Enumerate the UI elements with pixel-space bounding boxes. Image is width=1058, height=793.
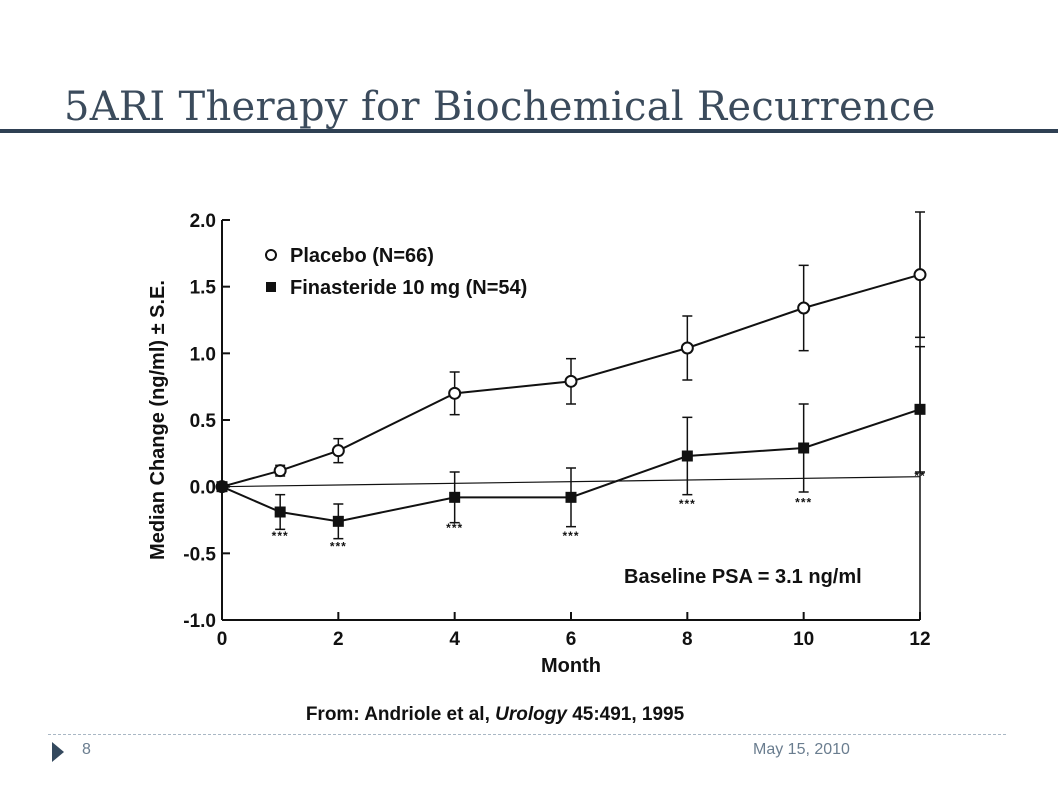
significance-label: *** [272, 529, 289, 543]
series-line-placebo [221, 273, 921, 488]
x-tick-labels: 0 2 4 6 8 10 12 [217, 629, 931, 650]
data-point-placebo [797, 301, 811, 315]
data-point-placebo [913, 268, 927, 282]
data-point-finasteride [798, 442, 810, 454]
y-axis-title-group: Median Change (ng/ml) ± S.E. [147, 280, 169, 560]
significance-label: *** [562, 529, 579, 543]
data-point-finasteride [274, 506, 286, 518]
y-tick-label: 0.5 [190, 411, 217, 432]
significance-label: *** [330, 540, 347, 554]
x-tick-label: 12 [909, 629, 930, 650]
series-line-finasteride [221, 408, 921, 523]
source-suffix: 45:491, 1995 [566, 704, 685, 725]
psa-change-chart: Median Change (ng/ml) ± S.E. 2.0 1.5 1.0 0.… [147, 211, 931, 677]
x-tick-label: 2 [333, 629, 344, 650]
y-tick-label: -1.0 [183, 611, 216, 632]
footer-date: May 15, 2010 [753, 741, 850, 758]
data-point-finasteride [332, 515, 344, 527]
y-tick-label: 1.5 [190, 278, 217, 299]
legend-label-placebo: Placebo (N=66) [290, 245, 434, 267]
baseline-psa-note: Baseline PSA = 3.1 ng/ml [624, 566, 862, 588]
source-journal: Urology [495, 704, 567, 725]
data-point-finasteride [565, 491, 577, 503]
x-tick-label: 10 [793, 629, 814, 650]
x-tick-label: 4 [449, 629, 460, 650]
y-axis-title: Median Change (ng/ml) ± S.E. [147, 280, 169, 560]
page-number: 8 [82, 741, 91, 758]
legend: Placebo (N=66) Finasteride 10 mg (N=54) [265, 245, 527, 299]
data-point-placebo [448, 386, 462, 400]
x-tick-label: 6 [566, 629, 577, 650]
significance-label: *** [679, 497, 696, 511]
y-tick-label: 1.0 [190, 344, 216, 365]
x-axis-title: Month [541, 655, 601, 677]
y-tick-label: 0.0 [190, 478, 216, 499]
data-point-finasteride [216, 481, 228, 493]
title-underline [0, 129, 1058, 133]
legend-label-finasteride: Finasteride 10 mg (N=54) [290, 277, 527, 299]
series-layer [215, 211, 927, 540]
significance-label: ** [914, 469, 925, 483]
slide-title: 5ARI Therapy for Biochemical Recurrence [64, 84, 936, 130]
source-prefix: From: Andriole et al, [305, 704, 496, 725]
data-point-placebo [680, 341, 694, 355]
data-point-finasteride [681, 450, 693, 462]
legend-marker-placebo [265, 249, 277, 261]
legend-marker-finasteride [266, 282, 276, 292]
source-citation: From: Andriole et al, Urology 45:491, 19… [0, 704, 990, 726]
footer-divider [48, 734, 1006, 735]
x-tick-label: 0 [217, 629, 228, 650]
footer-arrow-icon [52, 742, 64, 762]
data-point-finasteride [449, 491, 461, 503]
x-tick-label: 8 [682, 629, 693, 650]
significance-label: *** [795, 496, 812, 510]
significance-label: *** [446, 521, 463, 535]
y-tick-label: 2.0 [190, 211, 216, 232]
data-point-placebo [564, 374, 578, 388]
significance-marks: *************** ***** [272, 469, 925, 554]
y-tick-labels: 2.0 1.5 1.0 0.5 0.0 -0.5 -1.0 [183, 211, 216, 632]
data-point-placebo [331, 444, 345, 458]
y-tick-label: -0.5 [183, 544, 216, 565]
data-point-finasteride [914, 403, 926, 415]
data-point-placebo [273, 464, 287, 478]
